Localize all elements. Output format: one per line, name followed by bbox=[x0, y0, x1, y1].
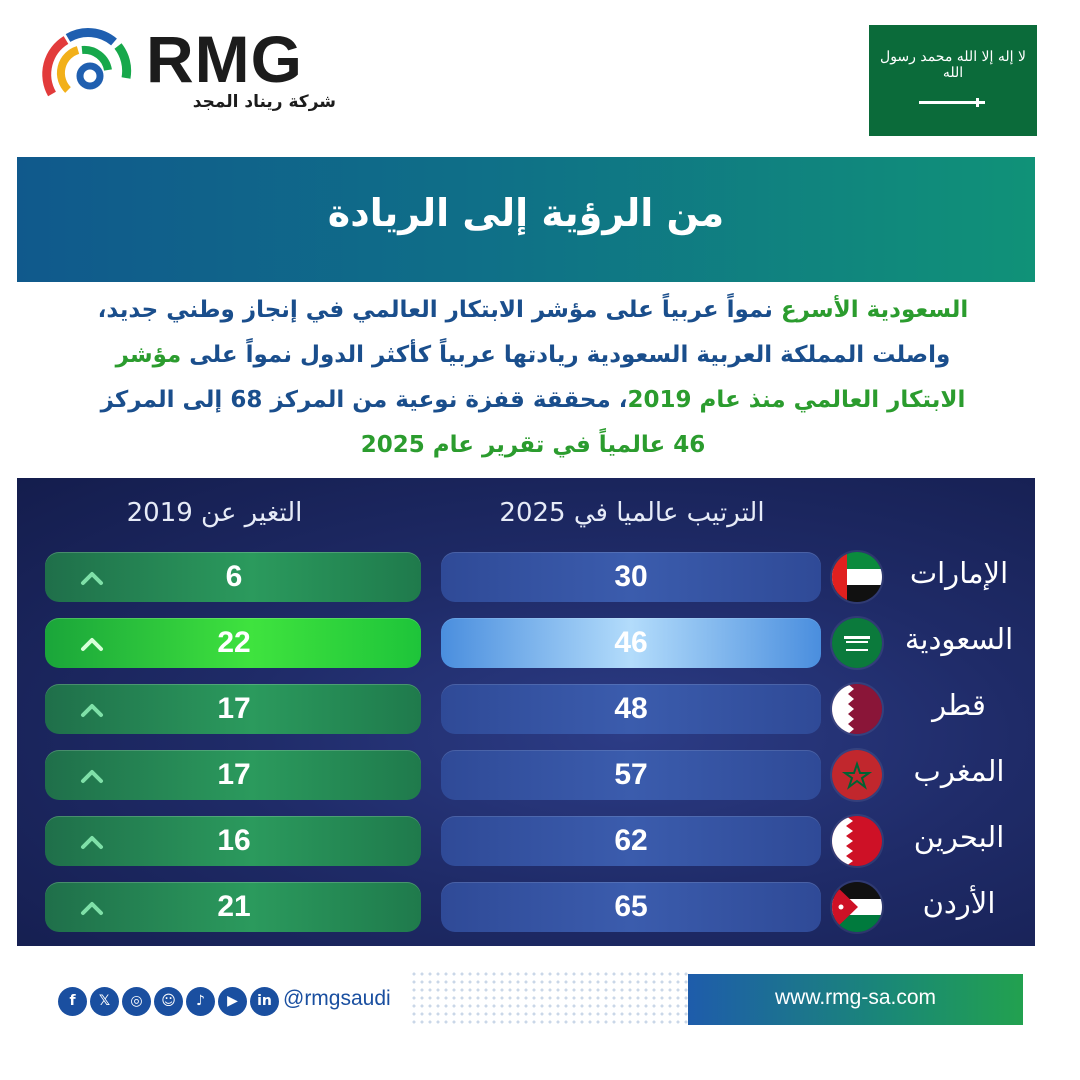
body-text: ، محققة قفزة نوعية من المركز 68 إلى المر… bbox=[100, 387, 628, 413]
chevron-up-icon bbox=[81, 704, 103, 717]
rank-value: 62 bbox=[614, 824, 648, 857]
title-banner: من الرؤية إلى الريادة bbox=[17, 157, 1035, 282]
rmg-logo: RMG شركة ريناد المجد bbox=[38, 24, 348, 124]
country-name: قطر bbox=[932, 688, 986, 722]
sword-icon bbox=[919, 98, 985, 107]
highlight-text: السعودية الأسرع bbox=[780, 297, 969, 323]
social-icons: f 𝕏 ◎ ☺ ♪ ▶ in bbox=[58, 986, 279, 1016]
chevron-up-icon bbox=[81, 572, 103, 585]
intro-line-4: 46 عالمياً في تقرير عام 2025 bbox=[30, 423, 1036, 468]
table-row: 17 48 قطر bbox=[17, 684, 1035, 734]
country-name: السعودية bbox=[904, 622, 1014, 656]
uae-flag-icon bbox=[832, 552, 882, 602]
page-title: من الرؤية إلى الريادة bbox=[327, 191, 725, 235]
brand-name: RMG bbox=[146, 22, 303, 96]
rank-value: 48 bbox=[614, 692, 648, 725]
rank-value: 57 bbox=[614, 758, 648, 791]
rank-pill: 46 bbox=[441, 618, 821, 668]
rank-value: 65 bbox=[614, 890, 648, 923]
x-icon[interactable]: 𝕏 bbox=[90, 986, 119, 1016]
highlight-text: الابتكار العالمي منذ عام 2019 bbox=[627, 387, 966, 413]
country-name: الإمارات bbox=[909, 556, 1009, 590]
country-name: البحرين bbox=[913, 820, 1005, 854]
chevron-up-icon bbox=[81, 770, 103, 783]
change-column-header: التغير عن 2019 bbox=[126, 498, 303, 528]
rank-pill: 48 bbox=[441, 684, 821, 734]
rank-value: 30 bbox=[614, 560, 648, 593]
change-pill: 6 bbox=[45, 552, 421, 602]
facebook-icon[interactable]: f bbox=[58, 986, 87, 1016]
bahrain-flag-icon bbox=[832, 816, 882, 866]
change-pill: 17 bbox=[45, 684, 421, 734]
chevron-up-icon bbox=[81, 902, 103, 915]
highlight-text: مؤشر bbox=[115, 342, 182, 368]
table-row: 17 57 المغرب bbox=[17, 750, 1035, 800]
table-row: 6 30 الإمارات bbox=[17, 552, 1035, 602]
change-pill: 21 bbox=[45, 882, 421, 932]
change-value: 17 bbox=[217, 758, 251, 791]
saudi-flag-icon bbox=[832, 618, 882, 668]
change-pill: 22 bbox=[45, 618, 421, 668]
jordan-flag-icon bbox=[832, 882, 882, 932]
rank-pill: 62 bbox=[441, 816, 821, 866]
rank-column-header: الترتيب عالميا في 2025 bbox=[499, 498, 765, 528]
intro-line-2: واصلت المملكة العربية السعودية ريادتها ع… bbox=[30, 333, 1036, 378]
rank-pill: 65 bbox=[441, 882, 821, 932]
body-text: واصلت المملكة العربية السعودية ريادتها ع… bbox=[181, 342, 951, 368]
table-row: 16 62 البحرين bbox=[17, 816, 1035, 866]
change-value: 16 bbox=[217, 824, 251, 857]
youtube-icon[interactable]: ▶ bbox=[218, 986, 247, 1016]
change-pill: 17 bbox=[45, 750, 421, 800]
morocco-flag-icon bbox=[832, 750, 882, 800]
highlight-text: 46 عالمياً في تقرير عام 2025 bbox=[360, 432, 706, 458]
change-value: 21 bbox=[217, 890, 251, 923]
footer-url-band: www.rmg-sa.com bbox=[688, 974, 1023, 1025]
change-pill: 16 bbox=[45, 816, 421, 866]
saudi-flag-image: لا إله إلا الله محمد رسول الله bbox=[869, 25, 1037, 136]
snapchat-icon[interactable]: ☺ bbox=[154, 986, 183, 1016]
chevron-up-icon bbox=[81, 638, 103, 651]
decorative-pixel-pattern bbox=[410, 970, 688, 1028]
ranking-table: الترتيب عالميا في 2025 التغير عن 2019 6 … bbox=[17, 478, 1035, 946]
qatar-flag-icon bbox=[832, 684, 882, 734]
rank-pill: 57 bbox=[441, 750, 821, 800]
flag-shahada: لا إله إلا الله محمد رسول الله bbox=[880, 49, 1026, 81]
country-name: الأردن bbox=[922, 886, 996, 920]
table-row: 21 65 الأردن bbox=[17, 882, 1035, 932]
change-value: 6 bbox=[225, 560, 243, 593]
social-handle[interactable]: @rmgsaudi bbox=[283, 987, 391, 1010]
linkedin-icon[interactable]: in bbox=[250, 986, 279, 1016]
chevron-up-icon bbox=[81, 836, 103, 849]
change-value: 22 bbox=[217, 626, 251, 659]
intro-line-3: الابتكار العالمي منذ عام 2019، محققة قفز… bbox=[30, 378, 1036, 423]
rank-pill: 30 bbox=[441, 552, 821, 602]
website-link[interactable]: www.rmg-sa.com bbox=[774, 986, 937, 1009]
intro-line-1: السعودية الأسرع نمواً عربياً على مؤشر ال… bbox=[30, 288, 1036, 333]
tiktok-icon[interactable]: ♪ bbox=[186, 986, 215, 1016]
brand-subtitle: شركة ريناد المجد bbox=[192, 92, 336, 112]
rank-value: 46 bbox=[614, 626, 648, 659]
rmg-logo-icon bbox=[42, 28, 132, 97]
country-name: المغرب bbox=[913, 754, 1005, 788]
change-value: 17 bbox=[217, 692, 251, 725]
instagram-icon[interactable]: ◎ bbox=[122, 986, 151, 1016]
intro-paragraph: السعودية الأسرع نمواً عربياً على مؤشر ال… bbox=[30, 288, 1036, 468]
body-text: نمواً عربياً على مؤشر الابتكار العالمي ف… bbox=[97, 297, 781, 323]
table-row-highlighted: 22 46 السعودية bbox=[17, 618, 1035, 668]
